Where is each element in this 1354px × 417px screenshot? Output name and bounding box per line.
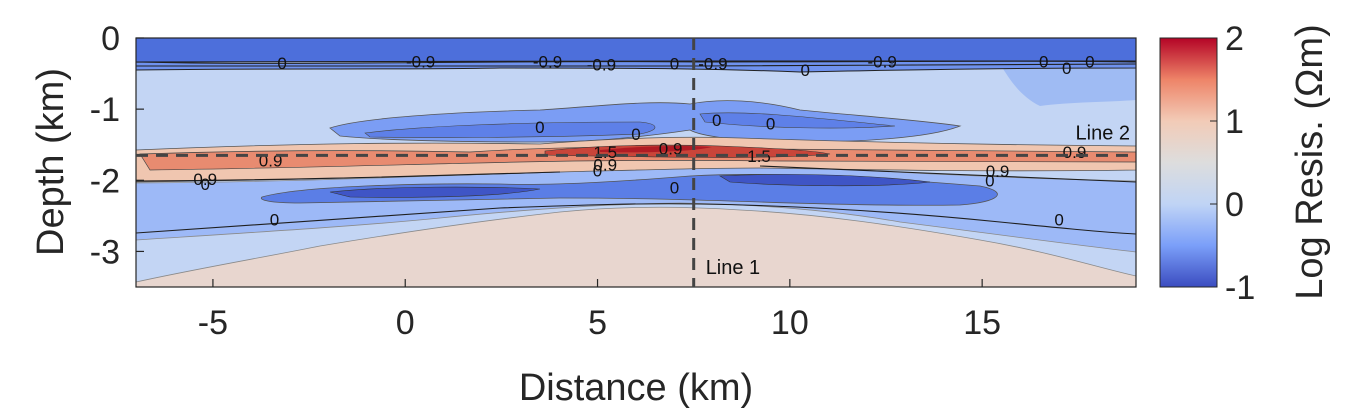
- resistive-layer-peak: [600, 146, 712, 153]
- y-tick-label: -3: [90, 233, 120, 271]
- contour-label: 0: [1039, 52, 1048, 71]
- contour-label: 0: [800, 61, 809, 80]
- contour-label: 0: [1054, 210, 1063, 229]
- colorbar: 2 1 0 -1 Log Resis. (Ωm): [1159, 20, 1331, 307]
- profile-line-2-label: Line 2: [1076, 122, 1131, 144]
- resistive-layer-inner: [139, 146, 1136, 171]
- contour-label: 0: [1062, 59, 1071, 78]
- contour-label: -0.9: [533, 52, 562, 71]
- colorbar-tick-label: 2: [1225, 20, 1244, 58]
- contour-label: 0: [200, 175, 209, 194]
- plot-frame: [135, 37, 1137, 288]
- colorbar-label: Log Resis. (Ωm): [1289, 24, 1331, 299]
- x-axis-label: Distance (km): [519, 367, 753, 409]
- contour-label: 0: [670, 55, 679, 74]
- x-tick-label: 15: [963, 304, 1001, 342]
- contour-label: 0: [270, 210, 279, 229]
- contour-label: 0: [277, 54, 286, 73]
- contour-label: 0.9: [593, 156, 617, 175]
- colorbar-tick-label: -1: [1225, 269, 1255, 307]
- contour-label: 1.5: [593, 143, 617, 162]
- contour-label: 0: [1085, 52, 1094, 71]
- colorbar-tick-label: 1: [1225, 103, 1244, 141]
- contour-label: 0: [766, 114, 775, 133]
- x-tick-label: 5: [588, 304, 607, 342]
- x-tick-label: 10: [771, 304, 809, 342]
- contour-label: 0.9: [986, 162, 1010, 181]
- contour-label: 0: [985, 171, 994, 190]
- contour-label: 0: [712, 111, 721, 130]
- surface-conductor: [136, 38, 1136, 62]
- contour-label: 0.9: [659, 139, 683, 158]
- contour-label: 0: [670, 178, 679, 197]
- contour-label: 0: [593, 161, 602, 180]
- x-axis-ticks: -5 0 5 10 15: [198, 279, 1001, 342]
- contour-label: -0.9: [698, 55, 727, 74]
- contour-label: -0.9: [587, 55, 616, 74]
- shallow-lobe: [1000, 63, 1136, 106]
- y-tick-label: -2: [90, 162, 120, 200]
- deep-resistive-basement: [136, 206, 1136, 287]
- contour-label: 0: [535, 118, 544, 137]
- contour-label: 0.9: [193, 170, 217, 189]
- deep-conductor-center: [329, 174, 931, 198]
- y-tick-label: 0: [101, 20, 120, 58]
- colorbar-bar: [1159, 37, 1218, 288]
- y-tick-label: -1: [90, 91, 120, 129]
- x-tick-label: -5: [198, 304, 228, 342]
- y-axis-label: Depth (km): [30, 68, 72, 256]
- contour-label: 0.9: [1063, 143, 1087, 162]
- contour-label: -0.9: [406, 52, 435, 71]
- contour-label: 0: [631, 125, 640, 144]
- profile-line-1-label: Line 1: [706, 257, 761, 279]
- mid-depth-conductor-core: [364, 112, 896, 138]
- contour-label: -0.9: [868, 52, 897, 71]
- colorbar-tick-label: 0: [1225, 186, 1244, 224]
- colorbar-ticks: 2 1 0 -1: [1210, 20, 1255, 307]
- profile-lines: Line 1 Line 2: [136, 38, 1136, 287]
- y-axis-ticks: 0 -1 -2 -3: [90, 20, 144, 271]
- x-tick-label: 0: [396, 304, 415, 342]
